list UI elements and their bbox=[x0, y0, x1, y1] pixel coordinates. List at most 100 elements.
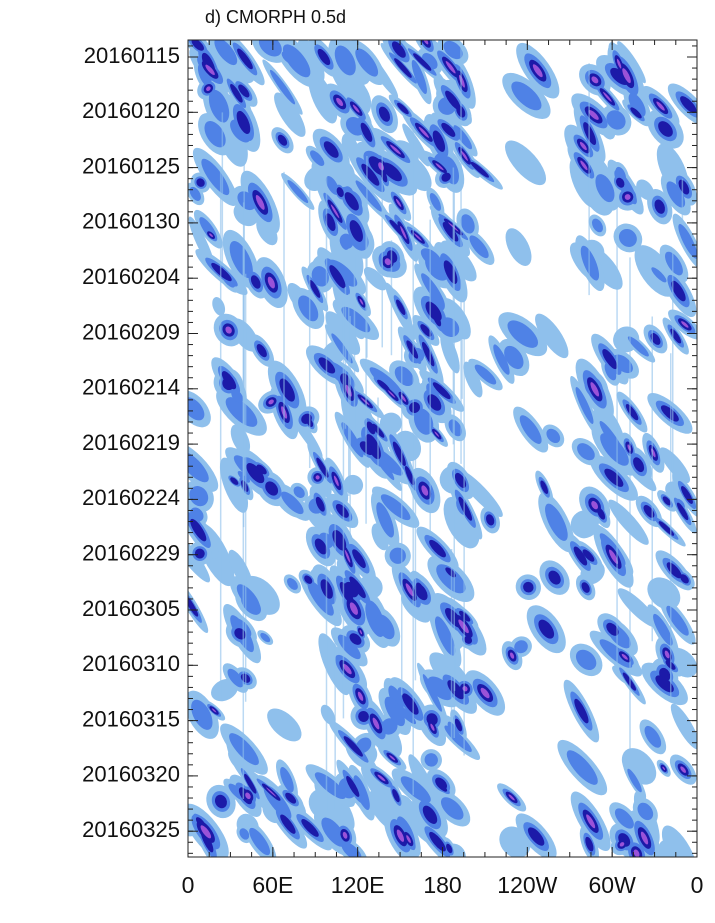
rain-area bbox=[321, 817, 347, 847]
rain-area bbox=[188, 450, 209, 483]
rain-area bbox=[602, 349, 618, 370]
x-tick-label: 0 bbox=[691, 872, 704, 898]
rain-area bbox=[380, 494, 411, 521]
rain-area bbox=[208, 232, 214, 238]
rain-area bbox=[429, 722, 436, 732]
chart-title: d) CMORPH 0.5d bbox=[205, 7, 346, 27]
rain-area bbox=[602, 90, 613, 103]
rain-area bbox=[214, 794, 227, 809]
rain-area bbox=[375, 614, 395, 640]
rain-area bbox=[540, 480, 549, 494]
x-tick-label: 120W bbox=[497, 872, 557, 898]
rain-area bbox=[301, 819, 319, 837]
rain-area bbox=[250, 275, 261, 289]
rain-area bbox=[670, 703, 697, 750]
rain-area bbox=[395, 828, 406, 843]
rain-area bbox=[600, 433, 629, 466]
rain-area bbox=[444, 60, 457, 75]
rain-area bbox=[232, 618, 252, 638]
rain-area bbox=[618, 841, 626, 848]
rain-area bbox=[334, 45, 356, 76]
y-tick-label: 20160305 bbox=[82, 596, 180, 621]
rain-area bbox=[356, 690, 365, 702]
rain-area bbox=[585, 836, 594, 852]
rain-area bbox=[460, 214, 475, 234]
x-tick-label: 0 bbox=[182, 872, 195, 898]
rain-area bbox=[384, 696, 405, 727]
rain-area bbox=[239, 828, 250, 840]
rain-area bbox=[678, 224, 697, 259]
rain-area bbox=[463, 361, 483, 398]
rain-area bbox=[661, 765, 666, 771]
rain-area bbox=[402, 123, 430, 167]
rain-area bbox=[266, 275, 276, 290]
y-tick-label: 20160325 bbox=[82, 817, 180, 842]
rain-area bbox=[249, 827, 271, 856]
rain-area bbox=[507, 320, 539, 348]
rain-area bbox=[608, 548, 620, 565]
rain-area bbox=[316, 457, 329, 478]
rain-area bbox=[397, 102, 409, 115]
rain-area bbox=[453, 125, 473, 150]
rain-area bbox=[360, 122, 373, 142]
rain-area bbox=[538, 619, 555, 639]
rain-area bbox=[679, 765, 687, 774]
rain-area bbox=[315, 496, 325, 512]
rain-area bbox=[394, 197, 403, 208]
rain-area bbox=[499, 826, 531, 857]
x-tick-label: 60E bbox=[252, 872, 293, 898]
rain-area bbox=[349, 633, 362, 645]
rain-area bbox=[349, 220, 363, 242]
rain-area bbox=[422, 674, 442, 712]
rain-area bbox=[432, 382, 451, 400]
rain-area bbox=[591, 218, 603, 233]
rain-area bbox=[190, 507, 204, 522]
rain-area bbox=[277, 134, 288, 146]
rain-area bbox=[246, 463, 265, 484]
rain-area bbox=[267, 398, 275, 406]
rain-area bbox=[509, 651, 516, 660]
rain-area bbox=[511, 81, 542, 111]
rain-area bbox=[227, 668, 244, 688]
rain-area bbox=[238, 84, 250, 98]
rain-area bbox=[230, 83, 243, 103]
rain-area bbox=[433, 430, 441, 438]
rain-area bbox=[574, 698, 589, 724]
rain-area bbox=[285, 792, 297, 804]
y-tick-label: 20160219 bbox=[82, 430, 180, 455]
rain-area bbox=[190, 518, 207, 542]
rain-area bbox=[413, 53, 432, 71]
rain-area bbox=[599, 639, 633, 668]
rain-area bbox=[212, 297, 226, 316]
rain-area bbox=[432, 130, 446, 152]
rain-area bbox=[443, 40, 463, 60]
rain-area bbox=[446, 843, 453, 854]
rain-area bbox=[225, 397, 258, 427]
rain-area bbox=[507, 793, 516, 802]
rain-area bbox=[237, 48, 253, 70]
rain-area bbox=[388, 754, 397, 762]
rain-area bbox=[581, 582, 590, 593]
rain-area bbox=[658, 840, 676, 857]
rain-area bbox=[341, 830, 349, 840]
rain-area bbox=[332, 474, 340, 488]
rain-area bbox=[589, 381, 601, 398]
rain-area bbox=[394, 703, 417, 725]
rain-area bbox=[189, 186, 201, 201]
rain-area bbox=[608, 499, 649, 545]
rain-area bbox=[194, 548, 205, 559]
rain-area bbox=[228, 749, 253, 775]
rain-area bbox=[443, 496, 480, 549]
rain-area bbox=[582, 549, 595, 562]
rain-area bbox=[298, 295, 319, 322]
rain-area bbox=[260, 632, 271, 643]
rain-area bbox=[661, 825, 697, 857]
rain-area bbox=[427, 676, 453, 701]
rain-area bbox=[310, 150, 325, 166]
rain-area bbox=[579, 159, 589, 172]
x-tick-label: 180 bbox=[423, 872, 461, 898]
rain-area bbox=[386, 389, 397, 399]
rain-area bbox=[236, 110, 251, 134]
rain-area bbox=[210, 707, 218, 714]
